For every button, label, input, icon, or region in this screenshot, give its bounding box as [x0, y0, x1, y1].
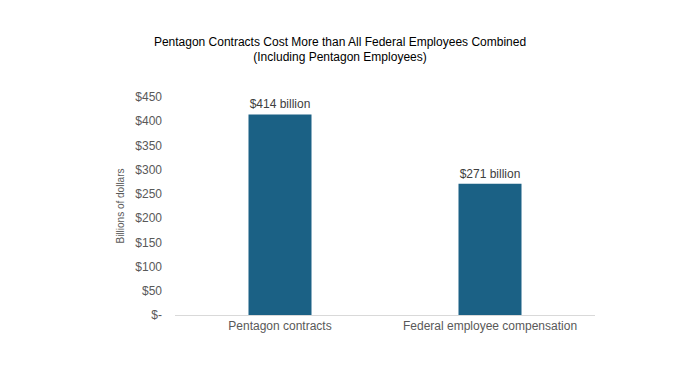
svg-text:$100: $100	[135, 260, 162, 274]
svg-text:Pentagon Contracts Cost More t: Pentagon Contracts Cost More than All Fe…	[154, 35, 526, 65]
svg-text:$150: $150	[135, 236, 162, 250]
svg-text:$450: $450	[135, 90, 162, 104]
svg-text:$300: $300	[135, 163, 162, 177]
svg-text:Pentagon contracts: Pentagon contracts	[228, 319, 331, 333]
svg-text:$271 billion: $271 billion	[460, 167, 521, 181]
svg-text:Billions of dollars: Billions of dollars	[115, 168, 126, 243]
svg-text:Federal employee compensation: Federal employee compensation	[403, 319, 577, 333]
svg-text:$-: $-	[151, 308, 162, 322]
svg-text:$50: $50	[142, 284, 162, 298]
svg-text:$200: $200	[135, 211, 162, 225]
svg-text:$414 billion: $414 billion	[250, 97, 311, 111]
svg-text:$350: $350	[135, 139, 162, 153]
svg-text:$250: $250	[135, 187, 162, 201]
svg-text:$400: $400	[135, 114, 162, 128]
